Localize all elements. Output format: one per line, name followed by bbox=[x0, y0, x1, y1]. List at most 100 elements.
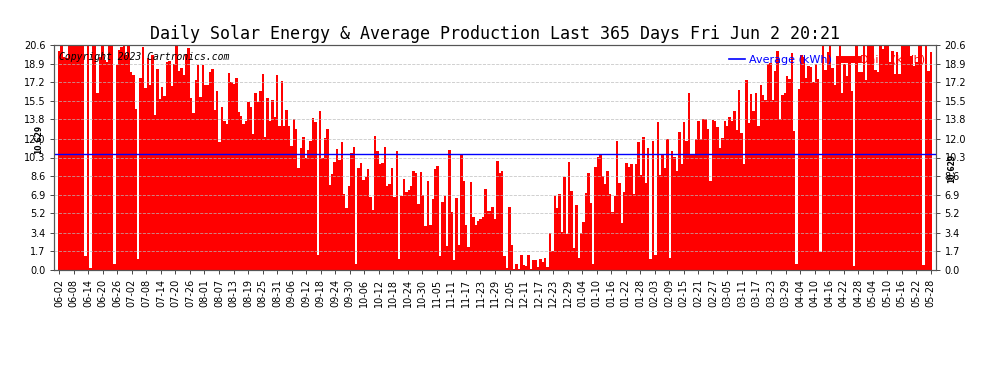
Bar bbox=[350, 153, 352, 270]
Bar bbox=[731, 121, 734, 270]
Bar bbox=[656, 123, 659, 270]
Bar bbox=[697, 121, 700, 270]
Bar bbox=[233, 84, 236, 270]
Bar bbox=[317, 255, 319, 270]
Bar bbox=[860, 72, 862, 270]
Bar bbox=[894, 74, 896, 270]
Bar bbox=[458, 245, 460, 270]
Bar bbox=[137, 260, 140, 270]
Bar bbox=[151, 56, 153, 270]
Legend: Average (kWh), Daily (kWh): Average (kWh), Daily (kWh) bbox=[725, 51, 930, 69]
Bar bbox=[121, 47, 123, 270]
Bar bbox=[192, 113, 194, 270]
Bar bbox=[779, 119, 781, 270]
Bar bbox=[245, 121, 248, 270]
Bar bbox=[444, 196, 446, 270]
Bar bbox=[827, 52, 829, 270]
Bar bbox=[182, 75, 185, 270]
Bar bbox=[307, 150, 310, 270]
Bar bbox=[930, 52, 932, 270]
Bar bbox=[619, 183, 621, 270]
Bar bbox=[305, 158, 307, 270]
Bar bbox=[535, 260, 537, 270]
Bar bbox=[185, 54, 187, 270]
Bar bbox=[855, 45, 857, 270]
Bar bbox=[118, 50, 121, 270]
Bar bbox=[432, 199, 434, 270]
Bar bbox=[58, 51, 60, 270]
Bar bbox=[798, 89, 800, 270]
Bar bbox=[347, 186, 350, 270]
Bar bbox=[161, 87, 163, 270]
Bar bbox=[357, 168, 359, 270]
Bar bbox=[163, 96, 165, 270]
Bar bbox=[494, 219, 496, 270]
Bar bbox=[688, 93, 690, 270]
Bar bbox=[668, 258, 671, 270]
Bar bbox=[788, 79, 791, 270]
Bar bbox=[391, 168, 393, 270]
Bar bbox=[101, 45, 104, 270]
Bar bbox=[886, 45, 889, 270]
Bar bbox=[754, 93, 757, 270]
Bar bbox=[673, 157, 676, 270]
Bar bbox=[142, 47, 145, 270]
Bar bbox=[626, 163, 628, 270]
Bar bbox=[631, 164, 633, 270]
Bar bbox=[805, 78, 808, 270]
Bar bbox=[537, 267, 540, 270]
Bar bbox=[884, 45, 886, 270]
Bar bbox=[209, 72, 211, 270]
Bar bbox=[546, 267, 548, 270]
Bar bbox=[334, 162, 336, 270]
Bar bbox=[175, 45, 178, 270]
Bar bbox=[403, 179, 405, 270]
Bar bbox=[355, 264, 357, 270]
Bar bbox=[676, 171, 678, 270]
Bar bbox=[829, 45, 832, 270]
Bar bbox=[786, 76, 788, 270]
Bar bbox=[729, 117, 731, 270]
Bar bbox=[170, 86, 173, 270]
Bar bbox=[322, 158, 324, 270]
Bar bbox=[707, 129, 709, 270]
Bar bbox=[896, 53, 899, 270]
Bar bbox=[575, 205, 577, 270]
Bar bbox=[848, 57, 850, 270]
Bar bbox=[841, 93, 843, 270]
Bar bbox=[496, 160, 499, 270]
Bar bbox=[180, 68, 182, 270]
Bar bbox=[140, 78, 142, 270]
Bar bbox=[165, 62, 168, 270]
Bar bbox=[336, 149, 339, 270]
Bar bbox=[771, 100, 774, 270]
Bar bbox=[651, 141, 654, 270]
Bar bbox=[738, 90, 741, 270]
Bar bbox=[817, 79, 820, 270]
Bar bbox=[879, 45, 882, 270]
Text: Copyright 2023 Cartronics.com: Copyright 2023 Cartronics.com bbox=[58, 52, 230, 62]
Bar bbox=[825, 70, 827, 270]
Bar bbox=[108, 45, 111, 270]
Bar bbox=[158, 99, 161, 270]
Bar bbox=[266, 98, 268, 270]
Bar bbox=[128, 45, 130, 270]
Bar bbox=[628, 166, 631, 270]
Bar bbox=[487, 211, 489, 270]
Bar bbox=[197, 64, 199, 270]
Bar bbox=[594, 166, 597, 270]
Bar bbox=[82, 45, 84, 270]
Bar bbox=[781, 95, 783, 270]
Bar bbox=[621, 223, 623, 270]
Bar bbox=[903, 45, 906, 270]
Bar bbox=[249, 107, 252, 270]
Bar bbox=[520, 255, 523, 270]
Bar bbox=[532, 260, 535, 270]
Bar bbox=[540, 260, 542, 270]
Bar bbox=[261, 75, 264, 270]
Bar bbox=[276, 75, 278, 270]
Bar bbox=[462, 181, 465, 270]
Bar bbox=[501, 171, 503, 270]
Bar bbox=[398, 259, 400, 270]
Bar bbox=[734, 111, 736, 270]
